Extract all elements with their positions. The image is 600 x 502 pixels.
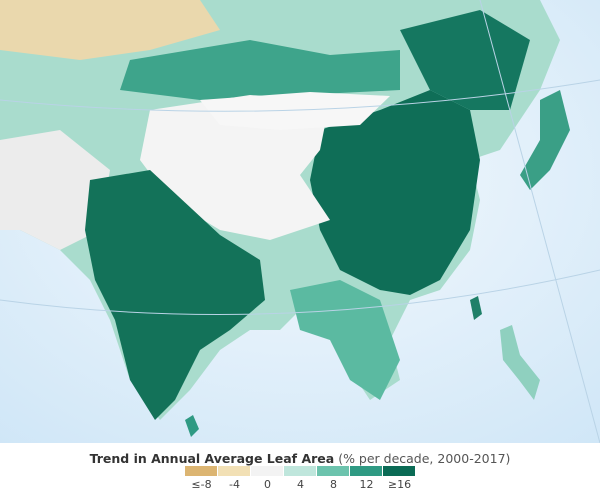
legend-label: 4 xyxy=(297,478,304,491)
legend-swatches xyxy=(185,466,416,476)
land-tibet xyxy=(140,95,330,240)
legend-swatch xyxy=(218,466,250,476)
legend-subtitle: (% per decade, 2000-2017) xyxy=(338,451,511,466)
legend: Trend in Annual Average Leaf Area (% per… xyxy=(0,443,600,502)
legend-swatch xyxy=(383,466,415,476)
legend-swatch xyxy=(350,466,382,476)
legend-title: Trend in Annual Average Leaf Area xyxy=(89,451,335,466)
land-southeast-asia xyxy=(290,280,400,400)
legend-title-row: Trend in Annual Average Leaf Area (% per… xyxy=(0,451,600,466)
land-east-china xyxy=(310,90,480,295)
legend-swatch xyxy=(185,466,217,476)
legend-label: ≤-8 xyxy=(191,478,212,491)
legend-label: 12 xyxy=(359,478,374,491)
land-sri-lanka xyxy=(185,415,199,437)
legend-swatch xyxy=(251,466,283,476)
land-taiwan xyxy=(470,296,482,320)
land-philippines xyxy=(500,325,540,400)
legend-swatch xyxy=(284,466,316,476)
land-gobi xyxy=(200,92,390,130)
graticule xyxy=(0,0,600,443)
land-japan xyxy=(520,90,570,190)
land-north-dry xyxy=(0,0,220,60)
legend-label: 8 xyxy=(330,478,337,491)
land-manchuria xyxy=(400,10,530,110)
legend-swatch xyxy=(317,466,349,476)
land-india xyxy=(85,170,265,420)
legend-label: 0 xyxy=(264,478,271,491)
leaf-area-trend-map xyxy=(0,0,600,443)
legend-labels: ≤-8 -4 0 4 8 12 ≥16 xyxy=(185,478,416,491)
legend-label: -4 xyxy=(229,478,240,491)
legend-label: ≥16 xyxy=(387,478,412,491)
land-north-band xyxy=(120,40,400,100)
land-west xyxy=(0,130,110,250)
